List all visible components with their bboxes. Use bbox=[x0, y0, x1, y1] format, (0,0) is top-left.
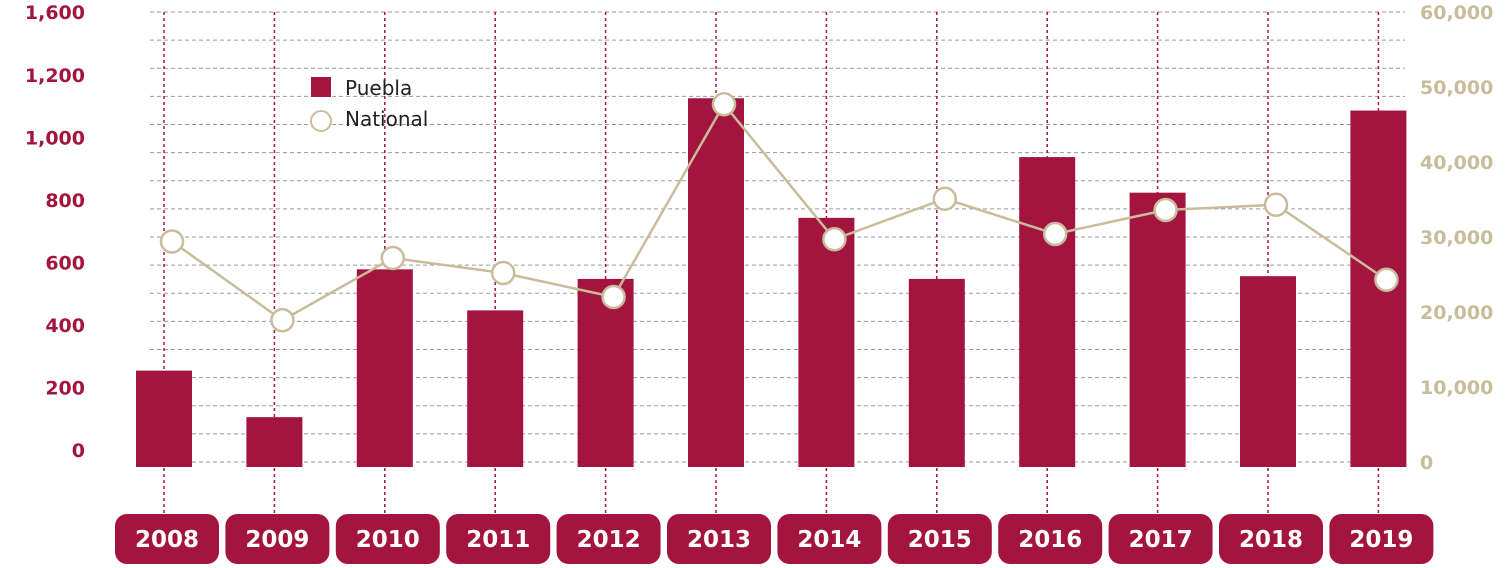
bar-2015 bbox=[908, 278, 965, 467]
left-tick-label: 200 bbox=[45, 378, 85, 400]
category-label: 2010 bbox=[356, 527, 420, 553]
category-label: 2014 bbox=[797, 527, 861, 553]
bar-2018 bbox=[1240, 276, 1296, 467]
left-tick-label: 800 bbox=[45, 190, 85, 212]
category-label: 2017 bbox=[1129, 527, 1193, 553]
gridlines bbox=[150, 11, 1405, 463]
national-point-2015 bbox=[932, 186, 958, 211]
left-tick-label: 1,000 bbox=[25, 128, 85, 150]
national-point-2016 bbox=[1042, 221, 1068, 247]
category-axis: 2008 2009 2010 2011 2012 2013 2014 2015 2016 2017… bbox=[115, 514, 1434, 564]
bar-2016 bbox=[1019, 157, 1076, 467]
legend-label-national: National bbox=[345, 107, 428, 131]
category-label: 2008 bbox=[135, 527, 199, 553]
category-pill-2019 bbox=[1329, 514, 1434, 564]
category-pill-2009 bbox=[225, 514, 330, 564]
category-pill-2016 bbox=[998, 514, 1103, 564]
left-tick-label: 1,200 bbox=[25, 65, 85, 87]
right-tick-label: 20,000 bbox=[1420, 302, 1493, 324]
category-label: 2016 bbox=[1018, 527, 1082, 553]
bar-2017 bbox=[1129, 192, 1186, 468]
right-tick-label: 10,000 bbox=[1420, 377, 1493, 399]
left-tick-label: 600 bbox=[45, 253, 85, 275]
national-point-2018 bbox=[1263, 192, 1289, 217]
category-pill-2014 bbox=[777, 514, 882, 564]
category-label: 2013 bbox=[687, 527, 751, 553]
category-pill-2010 bbox=[335, 514, 440, 564]
bar-2010 bbox=[356, 269, 413, 467]
national-point-2009 bbox=[270, 308, 295, 333]
category-pill-2012 bbox=[556, 514, 661, 564]
bar-2014 bbox=[798, 217, 855, 467]
right-tick-label: 0 bbox=[1420, 452, 1433, 474]
category-pill-2018 bbox=[1219, 514, 1323, 564]
category-label: 2018 bbox=[1239, 527, 1303, 553]
national-point-2014 bbox=[822, 227, 847, 252]
right-tick-label: 30,000 bbox=[1420, 227, 1493, 249]
category-pill-2015 bbox=[887, 514, 992, 564]
bar-series-puebla bbox=[136, 98, 1407, 468]
national-point-2019 bbox=[1374, 267, 1399, 292]
category-label: 2009 bbox=[245, 527, 309, 553]
legend-marker-national bbox=[310, 110, 332, 132]
national-point-2011 bbox=[490, 260, 516, 286]
bar-2009 bbox=[246, 417, 303, 467]
bar-2012 bbox=[577, 278, 634, 467]
left-tick-label: 1,600 bbox=[25, 2, 85, 24]
bar-2013 bbox=[688, 98, 744, 467]
right-y-axis: 0 10,000 20,000 30,000 40,000 50,000 60,000 bbox=[1420, 2, 1493, 474]
national-point-2013 bbox=[711, 92, 737, 117]
national-point-2017 bbox=[1153, 197, 1178, 223]
category-pill-2013 bbox=[667, 514, 771, 564]
national-point-2008 bbox=[159, 229, 185, 254]
category-label: 2015 bbox=[908, 527, 972, 553]
legend-swatch-puebla bbox=[311, 77, 331, 97]
line-series-national bbox=[159, 92, 1399, 333]
category-label: 2012 bbox=[577, 527, 641, 553]
national-point-2010 bbox=[380, 245, 406, 271]
category-pill-2011 bbox=[446, 514, 551, 564]
right-tick-label: 60,000 bbox=[1420, 2, 1493, 24]
category-label: 2011 bbox=[466, 527, 530, 553]
left-y-axis: 0 200 400 600 800 1,000 1,200 1,600 bbox=[25, 2, 85, 462]
left-tick-label: 400 bbox=[45, 315, 85, 337]
category-pill-2017 bbox=[1108, 514, 1213, 564]
right-tick-label: 50,000 bbox=[1420, 77, 1493, 99]
bar-2008 bbox=[136, 370, 192, 467]
legend: Puebla National bbox=[310, 76, 428, 132]
national-line bbox=[171, 102, 1388, 322]
bar-2011 bbox=[467, 310, 524, 467]
legend-label-puebla: Puebla bbox=[345, 76, 412, 100]
category-label: 2019 bbox=[1349, 527, 1413, 553]
right-tick-label: 40,000 bbox=[1420, 152, 1493, 174]
national-point-2012 bbox=[601, 284, 626, 310]
left-tick-label: 0 bbox=[72, 440, 85, 462]
category-pill-2008 bbox=[115, 514, 219, 564]
